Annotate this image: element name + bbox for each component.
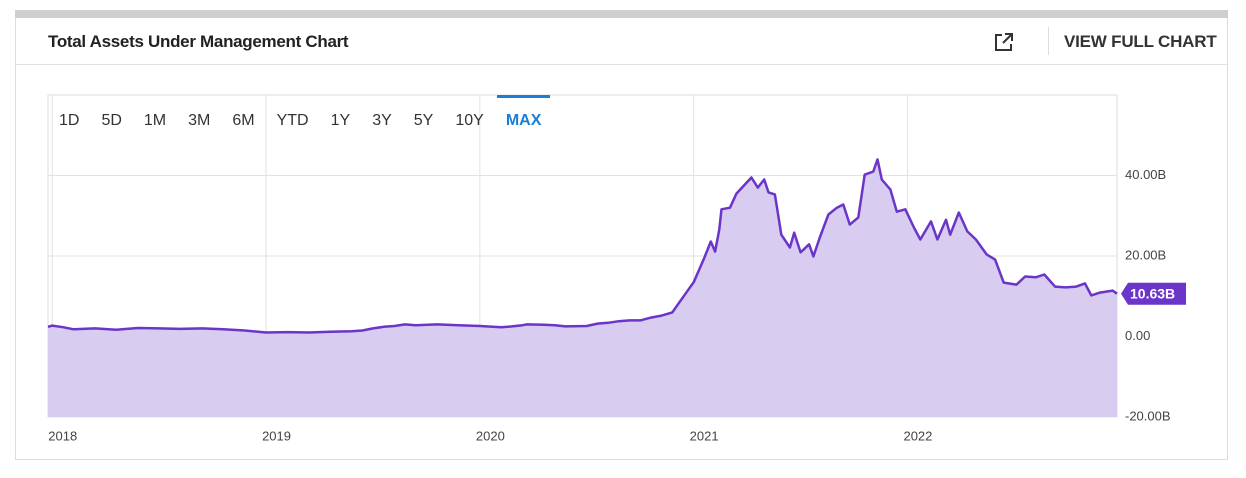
range-button[interactable]: YTD [276, 112, 309, 129]
top-bar [15, 10, 1228, 18]
range-button[interactable]: 3Y [372, 112, 392, 129]
value-badge [1121, 282, 1186, 305]
line [47, 158, 1118, 334]
x-tick-label: 2021 [690, 428, 719, 443]
area-fill [48, 159, 1117, 417]
range-button[interactable]: 1D [59, 112, 80, 129]
value-label: 10.63B [1130, 285, 1175, 301]
x-tick-label: 2018 [48, 428, 77, 443]
range-button[interactable]: MAX [496, 95, 551, 129]
range-button[interactable]: 5Y [413, 112, 434, 129]
y-tick-label: -20.00B [1125, 408, 1171, 423]
card-header: Total Assets Under Management Chart VIEW… [16, 18, 1227, 65]
range-button[interactable]: 10Y [455, 112, 484, 129]
x-tick-label: 2022 [903, 428, 932, 443]
range-button[interactable]: 1M [143, 112, 167, 129]
card-title: Total Assets Under Management Chart [48, 32, 349, 51]
divider [1048, 27, 1049, 55]
range-button[interactable]: 1Y [330, 112, 351, 129]
range-button[interactable]: 6M [232, 112, 255, 129]
y-tick-label: 40.00B [1125, 167, 1166, 182]
view-full-chart[interactable]: VIEW FULL CHART [1064, 32, 1217, 51]
x-tick-label: 2020 [476, 428, 505, 443]
y-tick-label: 20.00B [1125, 247, 1166, 262]
external-link-icon[interactable] [992, 30, 1016, 54]
range-button[interactable]: 5D [101, 112, 122, 129]
range-button[interactable]: 3M [188, 112, 211, 129]
x-tick-label: 2019 [262, 428, 291, 443]
y-tick-label: 0.00 [1125, 328, 1150, 343]
card: Total Assets Under Management Chart VIEW… [15, 18, 1228, 460]
range-selector: 1D 5D 1M 3M 6M YTD 1Y 3Y 5Y 10Y MAX [50, 95, 554, 129]
